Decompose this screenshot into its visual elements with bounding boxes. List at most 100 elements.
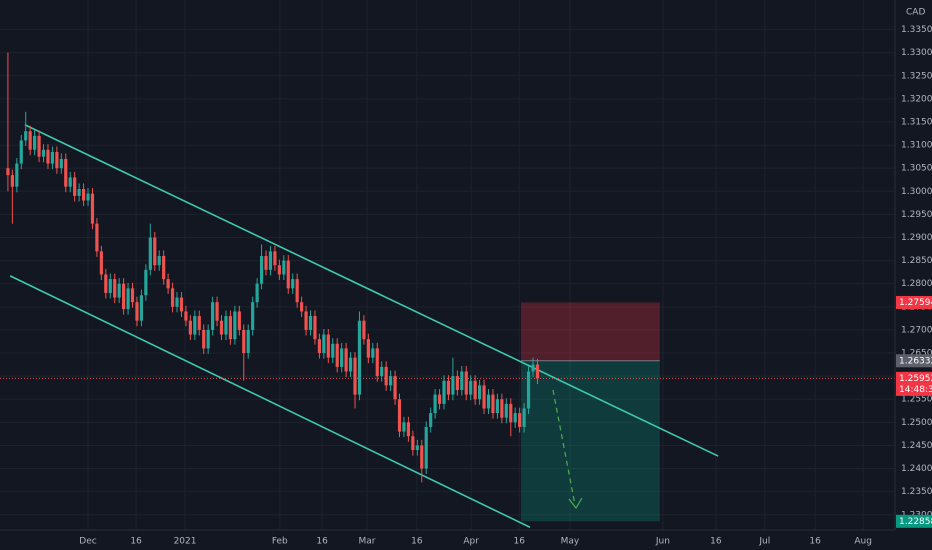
- y-tick-label: 1.24500: [901, 441, 932, 451]
- candle-body: [273, 251, 277, 266]
- candle-body: [170, 288, 175, 307]
- y-tick-label: 1.30000: [901, 187, 932, 197]
- price-label-box: [896, 371, 932, 396]
- candle-body: [366, 339, 370, 358]
- candle-body: [90, 193, 95, 224]
- candle-body: [28, 131, 32, 150]
- candle-body: [295, 279, 299, 303]
- candle-body: [126, 288, 130, 310]
- candle-body: [300, 302, 304, 312]
- candle-body: [464, 371, 468, 395]
- candle-body: [139, 295, 144, 321]
- candle-body: [469, 380, 473, 395]
- candle-body: [286, 260, 290, 289]
- candle-body: [331, 343, 335, 358]
- y-tick-label: 1.33000: [901, 48, 932, 58]
- candle-body: [46, 149, 50, 164]
- price-label: 1.25952: [899, 374, 932, 384]
- candle-body: [188, 320, 192, 335]
- candle-body: [224, 316, 228, 335]
- candle-body: [215, 302, 219, 321]
- candle-body: [175, 297, 179, 307]
- candle-body: [308, 316, 313, 330]
- candle-body: [237, 311, 241, 330]
- candle-body: [326, 334, 330, 358]
- y-tick-label: 1.29000: [901, 233, 932, 243]
- candle-body: [335, 343, 339, 367]
- candle-body: [402, 422, 406, 432]
- x-tick-label: 16: [316, 537, 328, 547]
- candle-body: [206, 329, 210, 349]
- candle-body: [455, 376, 459, 390]
- candles: [6, 52, 540, 483]
- candle-body: [108, 279, 112, 293]
- candle-body: [357, 320, 362, 395]
- x-tick-label: 16: [411, 537, 423, 547]
- candle-body: [77, 188, 81, 196]
- candle-body: [59, 158, 63, 169]
- target-zone: [520, 360, 660, 522]
- candle-body: [424, 426, 428, 469]
- candle-body: [251, 302, 255, 330]
- candle-body: [64, 158, 68, 187]
- candle-body: [157, 255, 161, 266]
- stop-zone: [520, 302, 660, 361]
- candle-body: [122, 283, 126, 310]
- candle-body: [33, 135, 37, 150]
- candle-body: [148, 237, 152, 270]
- candle-body: [509, 403, 513, 423]
- candle-body: [246, 329, 250, 354]
- candle-body: [389, 376, 393, 386]
- candle-body: [451, 376, 455, 395]
- x-tick-label: 16: [513, 537, 525, 547]
- candle-body: [482, 385, 486, 409]
- x-tick-label: Aug: [854, 537, 872, 547]
- candle-body: [375, 348, 379, 377]
- x-tick-label: Apr: [463, 537, 479, 547]
- candle-body: [478, 385, 482, 400]
- y-tick-label: 1.29500: [901, 210, 932, 220]
- y-tick-label: 1.23500: [901, 487, 932, 497]
- candle-body: [420, 445, 424, 469]
- candle-body: [531, 364, 535, 372]
- y-tick-label: 1.31000: [901, 141, 932, 151]
- candle-body: [433, 394, 437, 414]
- candle-body: [460, 371, 464, 390]
- price-label: 1.22858: [899, 517, 932, 527]
- candle-body: [184, 311, 188, 321]
- candle-body: [264, 255, 268, 270]
- candle-body: [406, 422, 411, 437]
- candle-body: [371, 348, 375, 358]
- candle-body: [242, 329, 246, 354]
- candle-body: [6, 168, 10, 176]
- projection-arrow: [552, 389, 576, 506]
- candle-body: [153, 237, 157, 266]
- channel-line: [9, 275, 531, 528]
- candle-body: [291, 279, 295, 289]
- candle-body: [437, 394, 442, 404]
- candle-body: [81, 188, 86, 201]
- x-tick-label: 16: [809, 537, 821, 547]
- candle-body: [211, 302, 215, 330]
- candle-body: [193, 316, 197, 335]
- candle-body: [504, 403, 508, 418]
- price-label: 1.27594: [899, 298, 932, 308]
- candle-body: [37, 135, 41, 157]
- candle-body: [144, 269, 148, 296]
- y-tick-label: 1.31500: [901, 117, 932, 127]
- candle-body: [95, 223, 99, 252]
- currency-label: CAD: [906, 8, 925, 18]
- y-tick-label: 1.30500: [901, 164, 932, 174]
- candle-body: [166, 279, 170, 289]
- candle-body: [344, 348, 348, 372]
- candle-body: [429, 413, 433, 427]
- candle-body: [491, 394, 495, 414]
- candle-body: [442, 380, 446, 404]
- candle-body: [55, 152, 59, 169]
- y-tick-label: 1.33500: [901, 25, 932, 35]
- candle-body: [526, 371, 531, 409]
- candle-body: [15, 163, 19, 187]
- candle-body: [322, 334, 326, 354]
- candle-body: [313, 316, 317, 340]
